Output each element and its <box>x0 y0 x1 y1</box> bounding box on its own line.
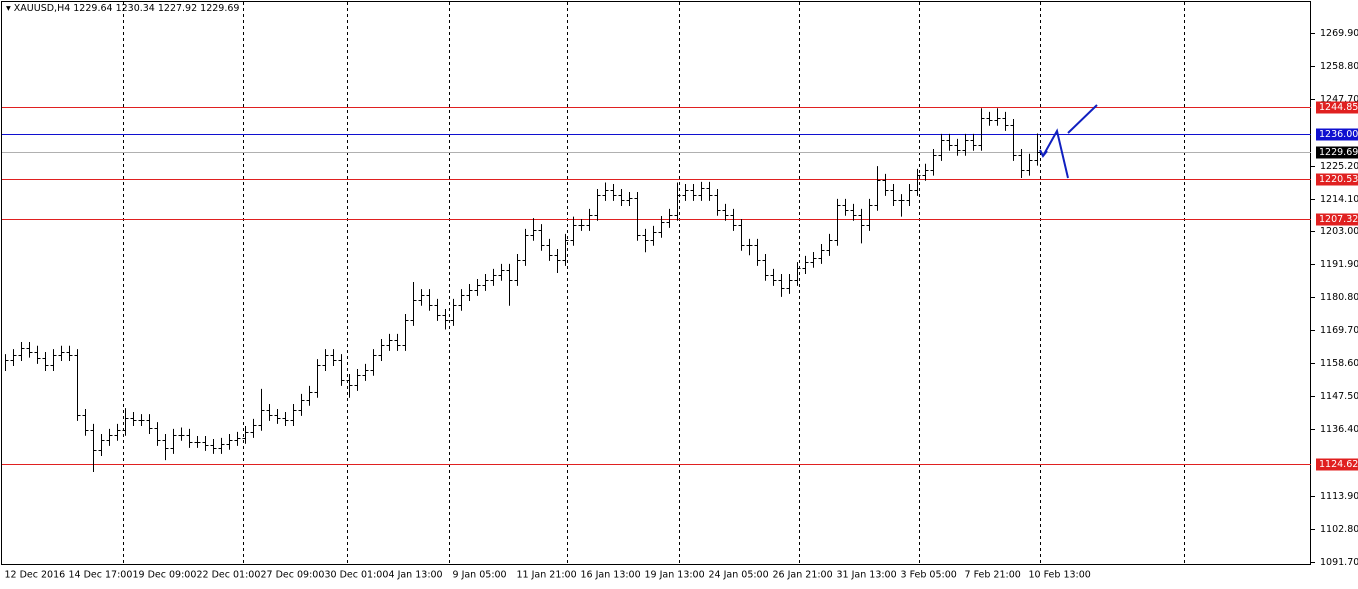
layer: 1269.90 1258.80 1247.70 1225.20 1214.10 1203.… <box>2 28 1358 581</box>
level-label-box <box>1316 128 1358 141</box>
y-tick-label: 1158.60 <box>1320 358 1358 369</box>
level-label: 1207.32 <box>1319 214 1358 225</box>
x-tick-label: 19 Jan 13:00 <box>645 570 705 581</box>
level-label-box <box>1316 173 1358 186</box>
y-tick-label: 1214.10 <box>1320 194 1358 205</box>
level-label-box <box>1316 458 1358 471</box>
x-tick-label: 4 Jan 13:00 <box>389 570 443 581</box>
y-tick-label: 1269.90 <box>1320 28 1358 39</box>
level-label-box <box>1316 101 1358 114</box>
level-label-box <box>1316 213 1358 226</box>
level-label: 1244.85 <box>1319 102 1358 113</box>
y-tick-label: 1258.80 <box>1320 61 1358 72</box>
x-tick-label: 24 Jan 05:00 <box>709 570 769 581</box>
x-tick-label: 10 Feb 13:00 <box>1029 570 1091 581</box>
y-tick-label: 1091.70 <box>1320 557 1358 568</box>
level-label: 1124.62 <box>1319 459 1358 470</box>
x-tick-label: 7 Feb 21:00 <box>965 570 1021 581</box>
x-tick-label: 26 Jan 21:00 <box>773 570 833 581</box>
y-tick-label: 1136.40 <box>1320 424 1358 435</box>
quote: 1229.64 <box>73 3 113 14</box>
y-tick-label: 1191.90 <box>1320 259 1358 270</box>
level-label: 1229.69 <box>1319 147 1358 158</box>
x-tick-label: 31 Jan 13:00 <box>837 570 897 581</box>
y-tick-label: 1203.00 <box>1320 226 1358 237</box>
level-label-box <box>1316 146 1358 159</box>
y-tick-label: 1247.70 <box>1320 94 1358 105</box>
quote: 1230.34 <box>115 3 155 14</box>
x-tick-label: 9 Jan 05:00 <box>453 570 507 581</box>
x-tick-label: 27 Dec 09:00 <box>261 570 325 581</box>
y-tick-label: 1225.20 <box>1320 161 1358 172</box>
y-tick-label: 1147.50 <box>1320 391 1358 402</box>
y-tick-label: 1169.70 <box>1320 325 1358 336</box>
quote: 1227.92 <box>157 3 198 14</box>
x-tick-label: 22 Dec 01:00 <box>197 570 261 581</box>
x-tick-label: 16 Jan 13:00 <box>581 570 641 581</box>
x-tick-label: 12 Dec 2016 <box>5 570 66 581</box>
drawn-arrows <box>1039 104 1098 179</box>
x-tick-label: 30 Dec 01:00 <box>325 570 389 581</box>
symbol: XAUUSD,H4 <box>13 3 71 14</box>
y-tick-label: 1113.90 <box>1320 491 1358 502</box>
y-tick-label: 1180.80 <box>1320 292 1358 303</box>
header: ▾ XAUUSD,H4 1229.64 1230.34 1227.92 1229.69 <box>6 3 240 14</box>
y-tick-label: 1102.80 <box>1320 524 1358 535</box>
plot-frame <box>1 1 1311 565</box>
level-label: 1236.00 <box>1319 129 1358 140</box>
quote: 1229.69 <box>200 3 240 14</box>
x-tick-label: 14 Dec 17:00 <box>69 570 133 581</box>
x-tick-label: 19 Dec 09:00 <box>133 570 197 581</box>
period-separators <box>123 2 1185 564</box>
x-tick-label: 3 Feb 05:00 <box>901 570 957 581</box>
x-tick-label: 11 Jan 21:00 <box>517 570 577 581</box>
level-label: 1220.53 <box>1319 174 1358 185</box>
